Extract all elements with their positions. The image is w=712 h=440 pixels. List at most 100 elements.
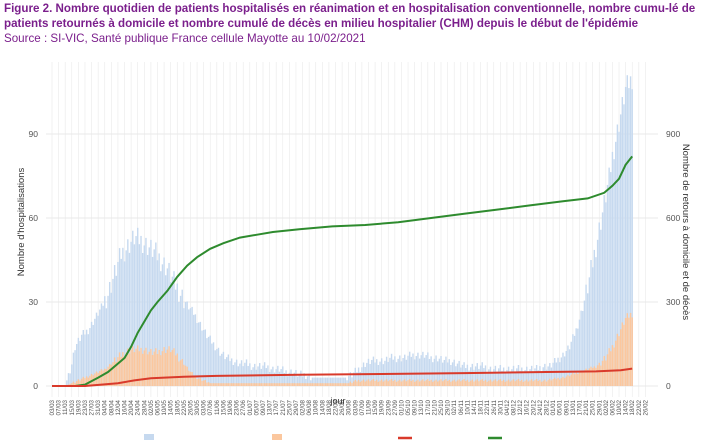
rea-bar	[232, 383, 235, 386]
rea-bar	[80, 378, 83, 386]
hospit-bar	[376, 359, 378, 386]
hospit-bar	[367, 358, 370, 386]
hospit-bar	[575, 328, 577, 386]
rea-bar	[494, 379, 497, 386]
hospit-bar	[550, 367, 553, 386]
rea-bar	[357, 379, 360, 386]
rea-bar	[272, 383, 274, 386]
hospit-bar	[133, 244, 136, 386]
hospit-bar	[529, 369, 531, 386]
rea-bar	[132, 346, 134, 386]
x-tick-label: 20/04	[128, 399, 135, 415]
hospit-bar	[346, 380, 348, 386]
rea-bar	[404, 379, 406, 386]
rea-bar	[382, 381, 385, 386]
rea-bar	[560, 378, 563, 386]
hospit-bar	[226, 357, 228, 386]
rea-bar	[549, 378, 551, 386]
hospit-bar	[313, 377, 315, 386]
hospit-bar	[389, 357, 391, 386]
rea-bar	[390, 379, 393, 386]
rea-bar	[277, 383, 279, 386]
hospit-bar	[296, 376, 299, 386]
rea-bar	[219, 383, 221, 386]
rea-bar	[173, 348, 175, 386]
hospit-bar	[484, 365, 487, 386]
rea-bar	[489, 379, 492, 386]
rea-bar	[423, 381, 426, 386]
x-tick-label: 29/07	[293, 399, 300, 415]
hospit-bar	[488, 369, 490, 386]
hospit-bar	[512, 365, 515, 386]
x-tick-label: 18/08	[326, 399, 333, 415]
x-tick-label: 18/02	[629, 399, 636, 415]
x-tick-label: 27/06	[240, 399, 247, 415]
reanimation-bars	[67, 312, 633, 386]
hospit-bar	[161, 264, 164, 386]
rea-bar	[371, 380, 373, 386]
rea-bar	[585, 368, 587, 386]
rea-bar	[339, 383, 342, 386]
hospit-bar	[123, 261, 126, 386]
rea-bar	[323, 383, 325, 386]
hospit-bar	[334, 377, 337, 386]
hospit-bar	[415, 356, 417, 386]
hospit-bar	[501, 370, 503, 386]
rea-bar	[237, 383, 239, 386]
rea-bar	[501, 380, 503, 386]
rea-bar	[211, 383, 213, 386]
hospit-bar	[260, 368, 263, 386]
hospit-bar	[240, 360, 243, 386]
rea-bar	[351, 383, 353, 386]
hospit-bar	[141, 253, 144, 386]
hospit-bar	[519, 370, 521, 386]
hospit-bar	[230, 358, 233, 386]
hospit-bar	[303, 373, 305, 386]
hospit-bar	[352, 372, 355, 386]
hospit-bar	[122, 247, 124, 386]
rea-bar	[613, 347, 615, 386]
hospit-bar	[348, 376, 350, 386]
x-tick-label: 12/12	[517, 399, 524, 415]
rea-bar	[420, 380, 422, 386]
rea-bar	[474, 380, 477, 386]
rea-bar	[547, 380, 549, 386]
hospit-bar	[498, 368, 500, 386]
x-tick-label: 18/05	[174, 399, 181, 415]
rea-bar	[412, 379, 414, 386]
hospit-bar	[344, 377, 347, 386]
rea-bar	[405, 381, 408, 386]
rea-bar	[216, 383, 218, 386]
x-tick-label: 11/09	[365, 399, 372, 415]
rea-bar	[578, 372, 581, 386]
rea-bar	[369, 381, 371, 386]
rea-bar	[364, 381, 366, 386]
rea-bar	[343, 383, 345, 386]
hospit-bar	[150, 239, 152, 386]
hospit-bar	[166, 268, 169, 386]
hospit-bar	[565, 351, 567, 386]
rea-bar	[427, 379, 429, 386]
rea-bar	[108, 364, 111, 386]
rea-bar	[374, 380, 376, 386]
x-tick-label: 10/02	[616, 399, 623, 415]
x-tick-label: 10/08	[313, 399, 320, 415]
hospit-bar	[285, 370, 287, 386]
rea-bar	[174, 355, 177, 386]
rea-bar	[305, 383, 307, 386]
hospit-bar	[135, 236, 137, 386]
hospit-bar	[318, 377, 320, 386]
rea-bar	[226, 383, 228, 386]
hospit-bar	[171, 276, 174, 386]
hospit-bar	[544, 363, 546, 386]
rea-bar	[356, 381, 358, 386]
rea-bar	[619, 329, 622, 386]
rea-bar	[318, 383, 320, 386]
x-tick-label: 01/10	[398, 399, 405, 415]
hospit-bar	[341, 377, 343, 386]
x-tick-label: 05/07	[253, 399, 260, 415]
hospit-bar	[509, 372, 511, 386]
hospit-bar	[288, 372, 291, 386]
y-tick-label: 90	[29, 129, 39, 139]
hospit-bar	[598, 222, 600, 386]
